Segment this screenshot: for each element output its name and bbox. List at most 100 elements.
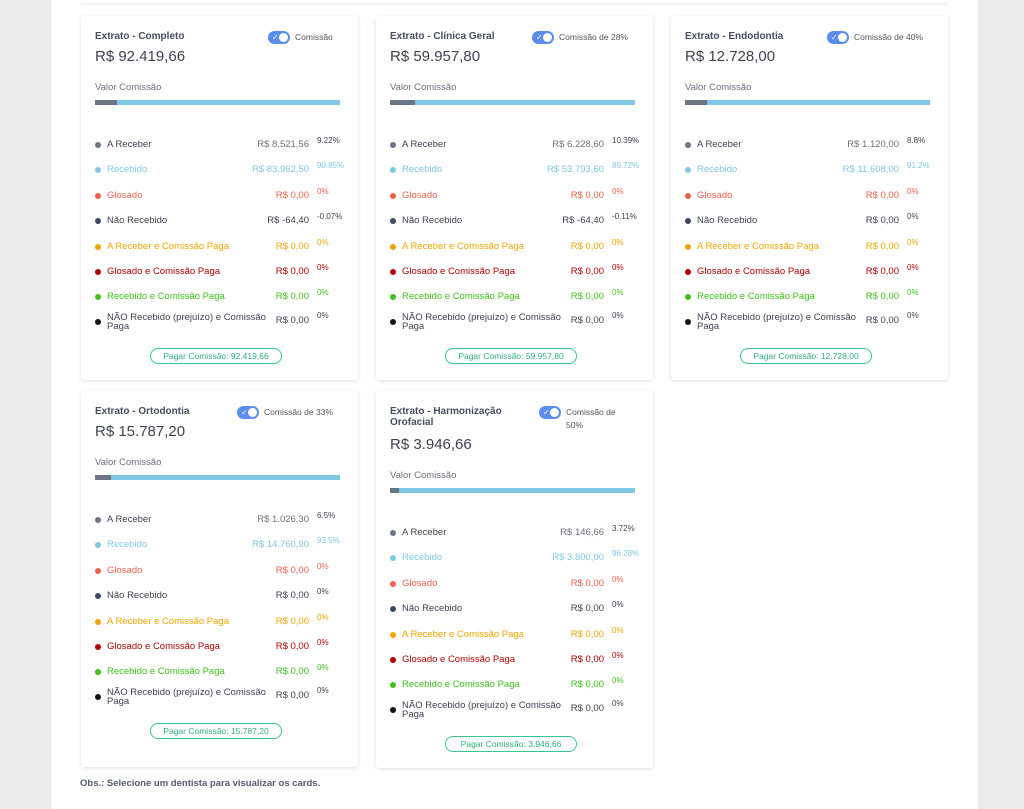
status-row-recebido: Recebido R$ 11.608,00 91.2% [685,160,935,180]
status-value: R$ 0,00 [570,577,604,589]
status-dot-icon [95,618,101,625]
status-percent: 9.22% [317,136,340,145]
extrato-card: Extrato - Ortodontia ✓ Comissão de 33% R$ 1… [81,391,358,767]
status-value: R$ 0,00 [275,666,309,678]
commission-toggle[interactable]: ✓ [268,31,290,44]
status-dot-icon [95,567,101,574]
status-value: R$ 146,66 [560,527,604,538]
status-row-recebido: Recebido R$ 53.793,60 89.72% [390,160,640,180]
status-label: NÃO Recebido (prejuízo) e Comissão Paga [107,686,266,707]
commission-toggle[interactable]: ✓ [237,406,259,419]
status-percent: 91.2% [907,161,930,171]
status-dot-icon [95,693,101,700]
check-icon: ✓ [272,33,279,42]
status-label: Glosado [697,189,733,201]
status-percent: 96.28% [612,549,640,559]
status-label: NÃO Recebido (prejuízo) e Comissão Paga [107,311,266,332]
pay-commission-button[interactable]: Pagar Comissão: 92.419,66 [150,348,282,364]
status-dot-icon [390,142,396,148]
pay-commission-button[interactable]: Pagar Comissão: 59.957,80 [445,348,577,364]
status-dot-icon [95,669,101,676]
commission-progress-bar [685,100,930,105]
status-value: R$ 14.760,90 [251,539,309,551]
status-value: R$ 3.800,00 [552,552,604,564]
status-label: Não Recebido [107,590,168,602]
progress-bar-fill [390,488,400,493]
status-label: NÃO Recebido (prejuízo) e Comissão Paga [402,699,561,720]
status-percent: 0% [317,612,329,622]
status-row-recebido-comissao: Recebido e Comissão Paga R$ 0,00 0% [390,287,640,307]
status-row-recebido: Recebido R$ 83.962,50 90.85% [95,160,345,180]
status-percent: 0% [317,663,329,673]
status-value: R$ 1.120,00 [847,139,899,150]
status-label: Recebido e Comissão Paga [107,291,225,303]
status-dot-icon [685,269,691,275]
status-percent: 0% [317,685,329,695]
status-row-glosado-comissao: Glosado e Comissão Paga R$ 0,00 0% [685,262,935,282]
status-percent: 90.85% [317,161,345,171]
status-row-glosado: Glosado R$ 0,00 0% [390,186,640,206]
status-label: A Receber [402,139,447,150]
commission-toggle-label: Comissão [295,32,333,42]
progress-bar-fill [95,100,118,105]
status-value: R$ 0,00 [275,615,309,627]
status-row-a-receber-comissao: A Receber e Comissão Paga R$ 0,00 0% [685,237,935,257]
status-label: Glosado e Comissão Paga [107,266,221,277]
commission-toggle[interactable]: ✓ [539,406,561,419]
status-dot-icon [95,294,101,301]
status-row-glosado-comissao: Glosado e Comissão Paga R$ 0,00 0% [95,637,345,657]
status-percent: 10.39% [612,136,640,145]
status-row-nao-recebido: Não Recebido R$ 0,00 0% [95,586,345,606]
status-label: A Receber [697,139,742,150]
status-percent: 93.5% [317,536,340,546]
status-dot-icon [95,517,101,523]
status-value: R$ 0,00 [275,189,309,201]
status-label: Glosado [107,564,143,576]
commission-toggle-label: Comissão de 50% [566,407,616,430]
status-percent: 0% [317,561,329,571]
status-label: NÃO Recebido (prejuízo) e Comissão Paga [697,311,856,332]
status-label: Recebido [107,164,148,176]
status-percent: 0% [907,237,919,247]
status-label: Recebido e Comissão Paga [697,291,815,303]
status-row-glosado: Glosado R$ 0,00 0% [685,186,935,206]
commission-toggle-label: Comissão de 33% [264,407,333,417]
obs-note: Obs.: Selecione um dentista para visuali… [80,778,321,789]
status-value: R$ 0,00 [275,590,309,602]
valor-comissao-label: Valor Comissão [95,457,162,468]
status-value: R$ 0,00 [865,291,899,303]
pay-commission-button[interactable]: Pagar Comissão: 12.728,00 [740,348,872,364]
status-row-glosado-comissao: Glosado e Comissão Paga R$ 0,00 0% [390,650,640,670]
status-value: R$ 0,00 [570,240,604,252]
status-value: R$ 0,00 [275,266,309,277]
card-total-amount: R$ 15.787,20 [95,423,186,440]
commission-progress-bar [390,488,635,493]
status-row-a-receber: A Receber R$ 1.026,30 6.5% [95,510,345,530]
toggle-knob [838,33,847,42]
status-value: R$ 0,00 [275,641,309,652]
status-label: Não Recebido [107,215,168,227]
pay-commission-button[interactable]: Pagar Comissão: 3.946,66 [445,736,577,752]
valor-comissao-label: Valor Comissão [95,82,162,93]
status-row-a-receber-comissao: A Receber e Comissão Paga R$ 0,00 0% [95,237,345,257]
status-row-recebido-comissao: Recebido e Comissão Paga R$ 0,00 0% [95,287,345,307]
status-percent: 0% [317,288,329,298]
status-value: R$ -64,40 [562,215,604,227]
card-title: Extrato - Ortodontia [95,406,190,417]
status-percent: 0% [907,263,919,272]
status-dot-icon [390,218,396,225]
status-row-a-receber: A Receber R$ 1.120,00 8.8% [685,135,935,155]
status-dot-icon [390,631,396,638]
status-label: Glosado e Comissão Paga [402,266,516,277]
commission-toggle[interactable]: ✓ [827,31,849,44]
status-percent: 0% [317,237,329,247]
pay-commission-button[interactable]: Pagar Comissão: 15.787,20 [150,723,282,739]
status-value: R$ 0,00 [570,654,604,665]
status-dot-icon [685,243,691,250]
status-row-nao-recebido: Não Recebido R$ -64,40 -0.07% [95,211,345,231]
status-label: Glosado e Comissão Paga [402,654,516,665]
commission-toggle[interactable]: ✓ [532,31,554,44]
status-dot-icon [685,142,691,148]
status-label: A Receber [107,514,152,525]
status-value: R$ 0,00 [275,291,309,303]
